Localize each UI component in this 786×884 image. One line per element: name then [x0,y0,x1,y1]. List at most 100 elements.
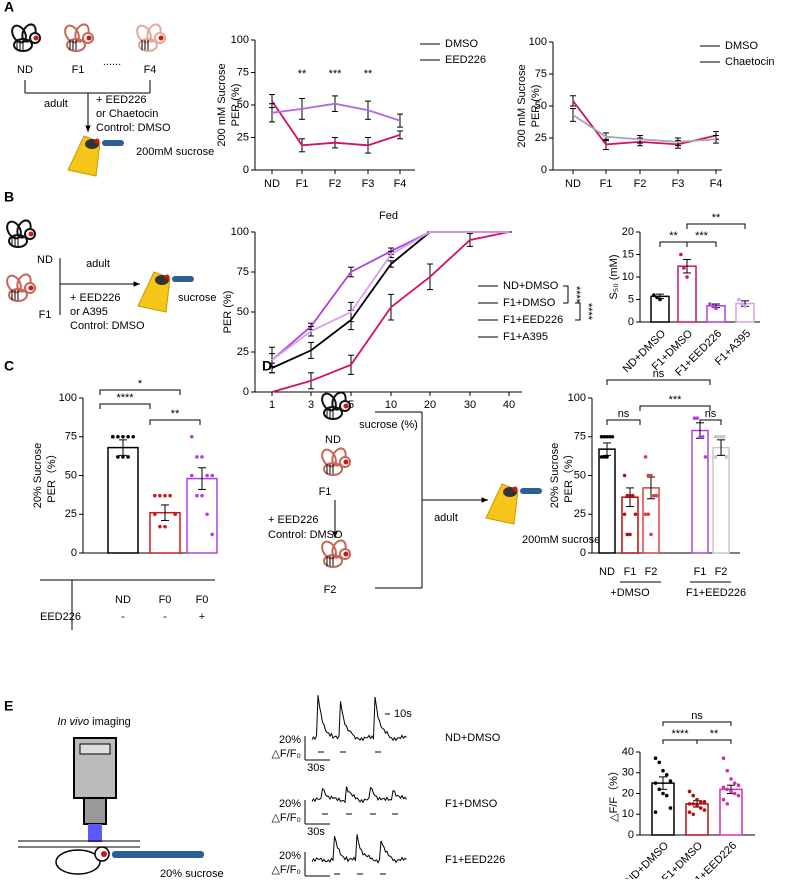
data-point [190,473,194,478]
significance-label: *** [329,68,343,80]
y-tick-label: 75 [535,68,547,80]
y-tick-label: 100 [529,36,547,48]
calcium-trace [311,695,407,742]
data-point [698,800,703,804]
row-label: EED226 [40,611,81,623]
data-point [721,756,726,761]
data-point [737,297,741,302]
data-point [668,806,673,810]
label: ND [17,64,33,76]
panel-label: A [4,0,14,15]
label: F2 [324,584,337,596]
data-point [653,781,658,785]
calcium-trace [311,834,407,864]
data-point [725,768,730,773]
imaging-title: In vivo imaging [57,716,130,728]
row-value: + [199,611,205,623]
label: ND+DMSO [445,732,501,744]
data-point [646,512,651,517]
label: 30s [307,762,325,774]
label: or Chaetocin [96,108,158,120]
y-tick-label: 100 [568,392,586,404]
data-point [732,781,737,785]
legend-label: F1+EED226 [503,314,563,326]
significance-bracket [696,739,732,744]
bar [107,446,139,554]
data-point [682,266,686,270]
y-tick-label: 0 [628,829,634,841]
label: 20% sucrose [160,868,224,879]
y-tick-label: 0 [243,386,249,398]
data-point [736,793,741,798]
x-tick-label: F2 [634,178,647,190]
data-point [628,532,632,537]
arrow-head [133,281,140,287]
significance-label: * [138,378,143,390]
data-point [126,455,130,459]
series-line [271,231,510,393]
data-point [661,768,665,773]
y-tick-label: 0 [243,164,249,176]
x-tick-label: F0 [159,594,172,606]
series-line [271,231,509,361]
data-point [607,434,612,439]
y-tick-label: 75 [65,431,77,443]
data-point [657,760,662,765]
significance-label: ** [364,68,373,80]
fly-body [66,38,86,52]
label: F1+DMSO [445,798,498,810]
y-tick-label: 0 [541,164,547,176]
significance-label: **** [582,303,594,321]
significance-label: **** [570,286,582,304]
fly-eye [343,551,349,557]
significance-label: **** [671,728,689,740]
bar [677,265,697,323]
data-point [713,455,718,459]
fly-eye [158,35,164,41]
proboscis-stick [172,276,194,282]
data-point [743,304,747,309]
y-tick-label: 50 [574,469,586,481]
y-axis-label: 20% Sucrose [32,443,44,508]
significance-label: ns [691,710,703,722]
data-point [599,455,604,459]
x-tick-label: F4 [394,178,407,190]
data-point [691,793,696,798]
significance-label: ** [710,728,719,740]
data-point [210,473,214,478]
data-point [168,493,172,498]
data-point [622,473,627,478]
y-tick-label: 0 [71,547,77,559]
fly-eye [343,459,349,465]
y-tick-label: 15 [622,248,634,260]
x-tick-label: F3 [362,178,375,190]
data-point [153,512,157,517]
legend-label: Chaetocin [725,56,775,68]
label: △F/F₀ [271,864,301,876]
microscope-top [79,743,111,755]
data-point [605,455,609,459]
data-point [729,789,733,794]
label: △F/F₀ [271,812,301,824]
data-point [163,524,167,529]
y-axis-label: S₅₀ (mM) [608,254,620,299]
row-value: - [121,611,125,623]
y-tick-label: 10 [622,271,634,283]
fly-icon [321,447,351,476]
data-point [695,804,699,808]
data-point [200,455,204,459]
data-point [655,295,659,300]
data-point [703,455,708,459]
significance-bracket [563,285,569,304]
data-point [657,787,662,792]
data-point [725,802,730,806]
data-point [643,455,648,459]
data-point [713,434,718,439]
y-axis-label: 200 mM Sucrose [516,64,528,147]
data-point [687,789,692,794]
label: 20% [279,850,301,862]
data-point [653,810,658,814]
fly-icon [64,23,94,52]
legend-label: F1+A395 [503,331,548,343]
